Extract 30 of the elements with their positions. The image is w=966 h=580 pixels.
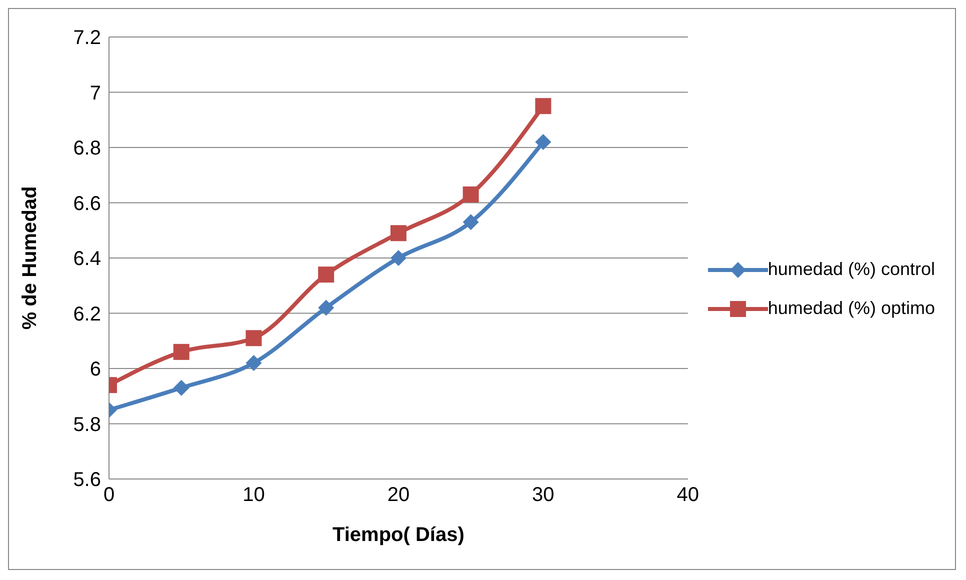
point bbox=[246, 330, 262, 346]
x-axis-title: Tiempo( Días) bbox=[332, 524, 464, 546]
x-tick-label: 40 bbox=[676, 484, 700, 506]
point bbox=[318, 300, 334, 316]
x-tick-label: 30 bbox=[532, 484, 554, 506]
point bbox=[173, 380, 190, 396]
y-tick-label: 6.6 bbox=[73, 192, 101, 215]
legend-label: humedad (%) control bbox=[768, 259, 935, 280]
y-axis-title: % de Humedad bbox=[19, 186, 42, 330]
legend-label: humedad (%) optimo bbox=[768, 298, 935, 319]
point bbox=[318, 266, 334, 283]
x-tick-label: 20 bbox=[387, 484, 410, 506]
point bbox=[390, 225, 406, 242]
y-tick-label: 6.4 bbox=[73, 248, 101, 270]
y-tick-label: 7 bbox=[90, 82, 101, 104]
point bbox=[462, 214, 479, 230]
y-tick-label: 5.8 bbox=[73, 414, 101, 436]
y-tick-label: 7.2 bbox=[73, 27, 101, 50]
y-tick-label: 5.6 bbox=[73, 469, 101, 492]
y-tick-label: 6.2 bbox=[73, 303, 101, 326]
x-tick-label: 0 bbox=[103, 484, 115, 506]
point bbox=[173, 344, 190, 360]
point bbox=[246, 354, 262, 371]
x-tick-label: 10 bbox=[242, 484, 265, 506]
point bbox=[462, 186, 479, 202]
y-tick-label: 6 bbox=[90, 358, 101, 381]
y-tick-label: 6.8 bbox=[73, 138, 101, 160]
point bbox=[535, 98, 552, 114]
point bbox=[390, 250, 406, 266]
point bbox=[535, 134, 552, 150]
